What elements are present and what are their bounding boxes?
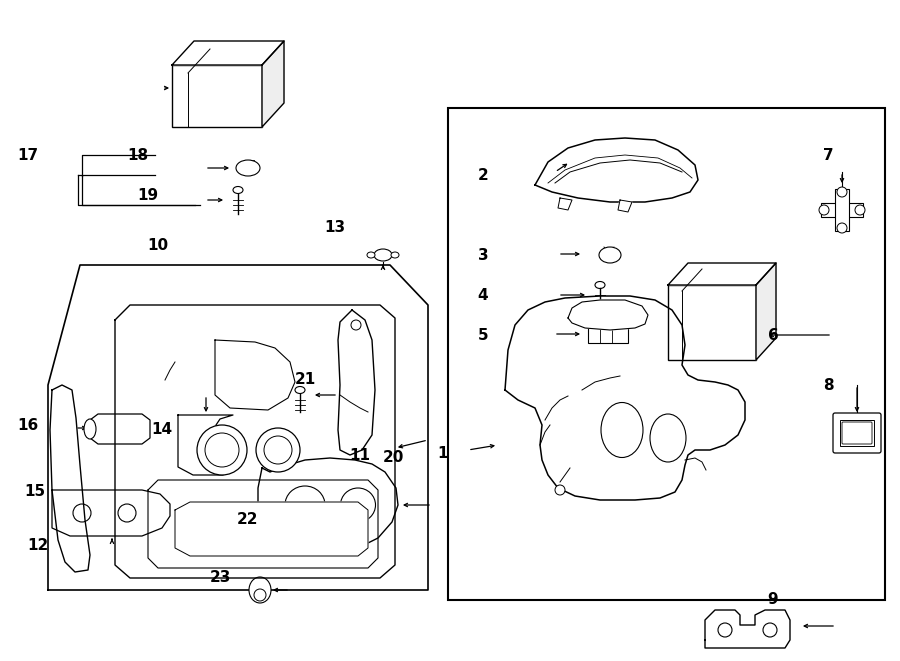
Ellipse shape [265, 522, 275, 529]
Text: 12: 12 [27, 537, 49, 553]
Ellipse shape [233, 186, 243, 194]
Circle shape [118, 504, 136, 522]
Text: 6: 6 [768, 327, 778, 342]
Text: 11: 11 [349, 447, 371, 463]
Circle shape [855, 205, 865, 215]
Text: 9: 9 [768, 592, 778, 607]
Polygon shape [338, 310, 375, 455]
Text: 17: 17 [17, 147, 39, 163]
Ellipse shape [374, 249, 392, 261]
Circle shape [819, 205, 829, 215]
Circle shape [256, 428, 300, 472]
Bar [821, 203, 863, 217]
Text: 16: 16 [17, 418, 39, 432]
Bar [588, 327, 628, 343]
Ellipse shape [650, 414, 686, 462]
Polygon shape [258, 458, 398, 550]
Text: 22: 22 [238, 512, 259, 527]
Text: 3: 3 [478, 247, 489, 262]
Polygon shape [568, 300, 648, 330]
Ellipse shape [236, 160, 260, 176]
Circle shape [197, 425, 247, 475]
Circle shape [837, 187, 847, 197]
Text: 19: 19 [138, 188, 158, 202]
Bar [448, 108, 885, 600]
Text: 20: 20 [382, 451, 404, 465]
Text: 7: 7 [823, 147, 833, 163]
FancyBboxPatch shape [842, 422, 872, 444]
Text: 21: 21 [294, 373, 316, 387]
Circle shape [763, 623, 777, 637]
Polygon shape [262, 41, 284, 127]
Text: 10: 10 [148, 237, 168, 253]
Circle shape [555, 485, 565, 495]
Polygon shape [172, 41, 284, 65]
Ellipse shape [249, 577, 271, 603]
Polygon shape [668, 263, 776, 285]
Polygon shape [558, 198, 572, 210]
Bar [172, 65, 262, 127]
FancyBboxPatch shape [833, 413, 881, 453]
Text: 15: 15 [24, 485, 46, 500]
Polygon shape [535, 138, 698, 202]
Polygon shape [175, 502, 368, 556]
Polygon shape [52, 490, 170, 536]
Ellipse shape [254, 589, 266, 601]
Text: 13: 13 [324, 221, 346, 235]
Polygon shape [115, 305, 395, 578]
Polygon shape [215, 340, 295, 410]
Circle shape [73, 504, 91, 522]
Text: 18: 18 [128, 147, 148, 163]
Polygon shape [48, 265, 428, 590]
Ellipse shape [391, 252, 399, 258]
Ellipse shape [367, 252, 375, 258]
Text: 5: 5 [478, 329, 489, 344]
Polygon shape [178, 415, 233, 475]
Circle shape [264, 436, 292, 464]
Text: 23: 23 [210, 570, 230, 586]
Bar [835, 189, 849, 231]
Ellipse shape [295, 387, 305, 393]
Polygon shape [618, 200, 632, 212]
Text: 14: 14 [151, 422, 173, 438]
Polygon shape [756, 263, 776, 360]
Polygon shape [505, 296, 745, 500]
Circle shape [351, 320, 361, 330]
Bar [840, 420, 874, 446]
Ellipse shape [285, 486, 325, 524]
Bar [668, 285, 756, 360]
Circle shape [837, 223, 847, 233]
Ellipse shape [599, 247, 621, 263]
Ellipse shape [601, 403, 643, 457]
Text: 1: 1 [437, 446, 448, 461]
Polygon shape [148, 480, 378, 568]
Text: 8: 8 [823, 377, 833, 393]
Polygon shape [50, 385, 90, 572]
Polygon shape [705, 610, 790, 648]
Text: 2: 2 [478, 167, 489, 182]
Circle shape [205, 433, 239, 467]
Text: 4: 4 [478, 288, 489, 303]
Ellipse shape [595, 282, 605, 288]
Ellipse shape [84, 419, 96, 439]
Circle shape [718, 623, 732, 637]
Ellipse shape [340, 488, 375, 522]
Polygon shape [90, 414, 150, 444]
